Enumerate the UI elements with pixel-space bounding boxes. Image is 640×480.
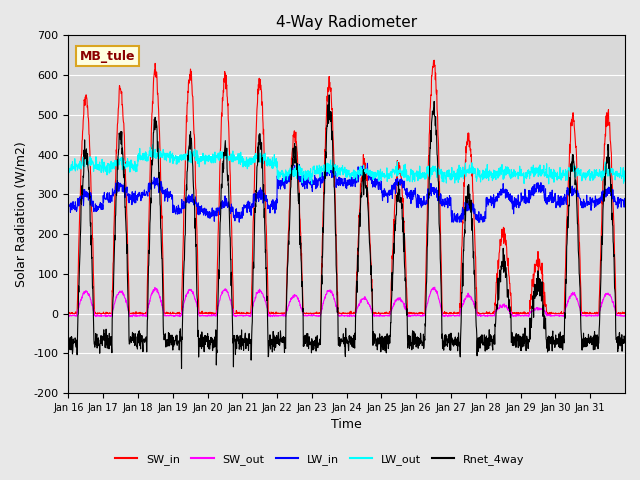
X-axis label: Time: Time	[332, 419, 362, 432]
Text: MB_tule: MB_tule	[79, 49, 135, 63]
Y-axis label: Solar Radiation (W/m2): Solar Radiation (W/m2)	[15, 141, 28, 287]
Legend: SW_in, SW_out, LW_in, LW_out, Rnet_4way: SW_in, SW_out, LW_in, LW_out, Rnet_4way	[111, 450, 529, 469]
Title: 4-Way Radiometer: 4-Way Radiometer	[276, 15, 417, 30]
